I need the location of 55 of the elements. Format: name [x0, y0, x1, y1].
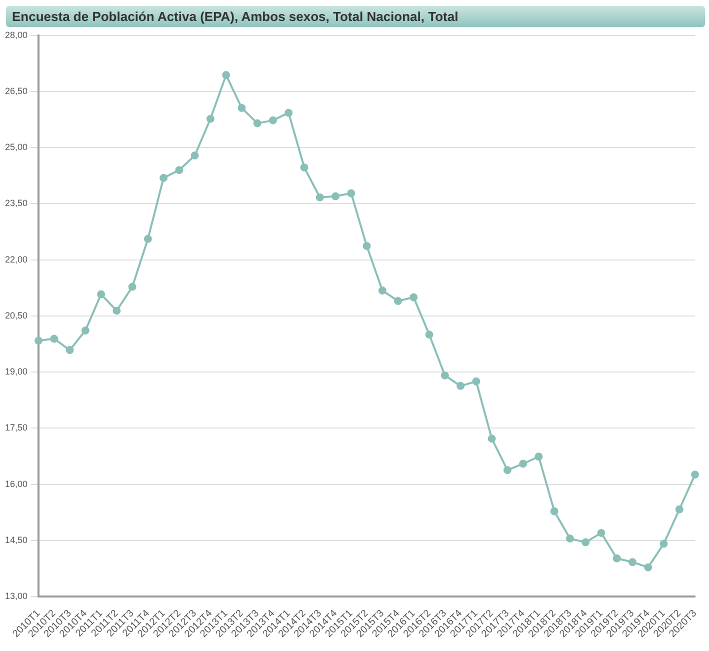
- point: [316, 193, 324, 202]
- y-tick-label: 25,00: [4, 142, 28, 152]
- point: [425, 330, 434, 339]
- point: [50, 334, 58, 343]
- point: [238, 104, 246, 112]
- chart-title: Encuesta de Población Activa (EPA), Ambos sexos, Total Nacional, Total: [6, 6, 705, 27]
- point: [612, 554, 621, 562]
- point: [222, 71, 230, 80]
- y-tick-label: 17,50: [4, 422, 28, 433]
- point: [66, 346, 74, 354]
- y-tick-label: 13,00: [4, 591, 28, 602]
- point: [190, 151, 199, 160]
- point: [550, 507, 558, 516]
- y-tick-label: 26,50: [4, 86, 28, 96]
- point: [456, 382, 465, 390]
- point: [519, 460, 528, 468]
- point: [691, 470, 699, 479]
- point: [534, 452, 543, 461]
- point: [628, 558, 636, 566]
- y-tick-label: 28,00: [4, 30, 28, 40]
- point: [410, 293, 418, 302]
- point: [332, 192, 340, 200]
- point: [566, 534, 574, 543]
- y-tick-label: 19,00: [4, 366, 28, 377]
- point: [81, 326, 90, 335]
- point: [144, 234, 152, 243]
- point: [347, 189, 356, 198]
- point: [394, 297, 402, 306]
- point: [675, 505, 684, 514]
- point: [472, 377, 480, 386]
- point: [97, 290, 106, 298]
- point: [378, 286, 386, 295]
- point: [268, 116, 277, 124]
- y-tick-label: 22,00: [4, 254, 28, 264]
- point: [362, 242, 371, 250]
- point: [253, 119, 262, 128]
- point: [175, 166, 184, 174]
- y-tick-label: 23,50: [4, 198, 28, 208]
- point: [206, 114, 214, 123]
- point: [660, 540, 668, 548]
- point: [644, 563, 652, 572]
- point: [34, 336, 43, 345]
- point: [300, 163, 308, 172]
- y-tick-label: 20,50: [4, 310, 28, 320]
- point: [488, 434, 496, 443]
- point: [440, 371, 449, 380]
- y-tick-label: 16,00: [4, 478, 28, 489]
- point: [582, 538, 590, 546]
- point: [128, 282, 136, 291]
- point: [503, 466, 512, 474]
- point: [284, 108, 293, 117]
- point: [597, 528, 606, 537]
- point: [112, 306, 121, 315]
- point: [160, 174, 168, 182]
- y-tick-label: 14,50: [4, 534, 28, 545]
